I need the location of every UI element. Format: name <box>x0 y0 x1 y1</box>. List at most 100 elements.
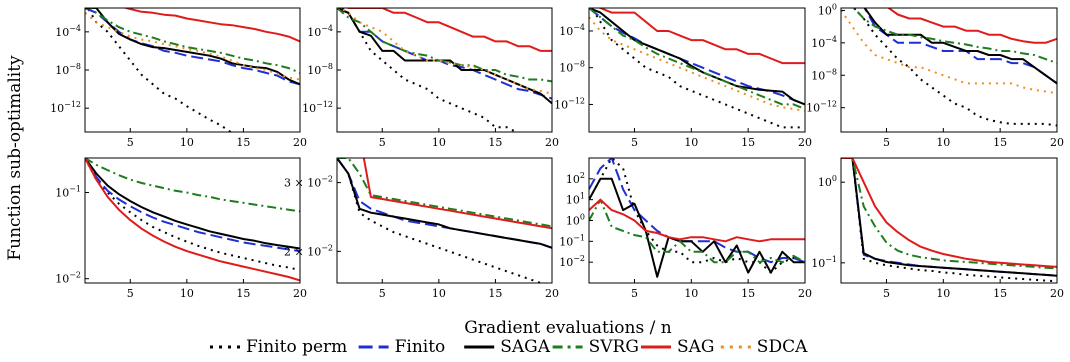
x-tick-label: 20 <box>1050 287 1064 300</box>
x-tick-label: 5 <box>379 287 386 300</box>
axes-frame <box>84 157 301 284</box>
x-tick-label: 5 <box>379 136 386 149</box>
y-tick-label: 100 <box>818 2 837 17</box>
y-tick-label: 100 <box>566 213 585 228</box>
x-tick-label: 10 <box>432 287 446 300</box>
series-line-sag <box>122 8 300 43</box>
x-tick-label: 5 <box>127 287 134 300</box>
x-tick-label: 5 <box>631 136 638 149</box>
series-group <box>337 158 552 283</box>
series-line-sag <box>887 8 1057 44</box>
subplot-1: 5 10 15 20 10−4 10−8 10−12 <box>50 7 307 149</box>
x-tick-label: 20 <box>545 136 559 149</box>
legend-label: SAGA <box>500 337 551 357</box>
y-tick-label: 100 <box>818 174 837 189</box>
y-tick-label: 10−1 <box>55 184 81 199</box>
series-line-finito <box>589 158 805 264</box>
series-group <box>85 158 300 282</box>
axes-frame <box>336 157 553 284</box>
series-line-finito <box>337 8 552 100</box>
y-tick-label: 10−12 <box>50 100 81 115</box>
subplot-6: 5 10 15 20 3 × 10−2 2 × 10−2 <box>284 157 559 300</box>
series-line-svrg <box>89 8 300 74</box>
series-group <box>589 158 805 278</box>
x-tick-label: 15 <box>488 287 502 300</box>
series-line-finito-perm <box>589 158 805 274</box>
axes-frame <box>840 157 1058 284</box>
y-tick-label: 10−1 <box>811 255 837 270</box>
x-tick-label: 10 <box>936 287 950 300</box>
series-line-sdca <box>338 8 552 95</box>
y-tick-label: 3 × 10−2 <box>284 175 333 190</box>
subplot-8: 5 10 15 20 100 10−1 <box>811 157 1064 300</box>
series-line-saga <box>841 158 1057 277</box>
x-tick-label: 5 <box>883 136 890 149</box>
series-line-svrg <box>85 158 300 213</box>
legend: Finito perm Finito SAGA SVRG SAG SDCA <box>210 337 808 357</box>
series-line-svrg <box>589 198 805 264</box>
legend-label: SAG <box>677 337 715 357</box>
subplot-4: 5 10 15 20 100 10−4 10−8 10−12 <box>806 2 1064 149</box>
series-line-sag <box>85 158 300 282</box>
y-tick-label: 10−8 <box>55 62 81 77</box>
x-tick-label: 20 <box>798 136 812 149</box>
legend-item-svrg: SVRG <box>552 337 639 357</box>
y-axis-title: Function sub-optimality <box>5 55 25 261</box>
subplot-7: 5 10 15 20 102 101 100 10−1 10−2 <box>559 157 812 300</box>
x-tick-label: 20 <box>293 136 307 149</box>
x-tick-label: 15 <box>488 136 502 149</box>
y-tick-label: 10−2 <box>559 254 585 269</box>
subplot-5: 5 10 15 20 10−1 10−2 <box>55 157 307 300</box>
x-tick-label: 10 <box>936 136 950 149</box>
x-tick-label: 10 <box>180 287 194 300</box>
legend-item-finito: Finito <box>358 337 446 357</box>
y-tick-label: 10−4 <box>55 24 81 39</box>
series-group <box>841 158 1057 283</box>
series-line-saga <box>589 177 805 278</box>
x-tick-label: 10 <box>180 136 194 149</box>
series-line-sag <box>345 8 552 52</box>
y-tick-label: 10−4 <box>307 24 333 39</box>
y-tick-label: 2 × 10−2 <box>284 243 333 258</box>
series-line-saga <box>863 8 1057 85</box>
series-line-finito-perm <box>341 8 552 132</box>
x-tick-label: 5 <box>127 136 134 149</box>
series-line-saga <box>85 8 300 86</box>
y-tick-label: 10−8 <box>559 60 585 75</box>
series-line-finito <box>85 8 300 86</box>
y-tick-label: 10−1 <box>559 233 585 248</box>
series-group <box>337 8 552 132</box>
legend-label: Finito perm <box>246 337 347 357</box>
series-line-sag <box>841 158 1057 268</box>
x-tick-label: 5 <box>631 287 638 300</box>
series-line-saga <box>85 158 300 250</box>
legend-item-sag: SAG <box>641 337 715 357</box>
series-line-finito-perm <box>85 158 300 272</box>
series-line-sag <box>362 158 552 230</box>
series-group <box>85 8 300 132</box>
series-group <box>841 8 1057 127</box>
legend-item-sdca: SDCA <box>720 337 808 357</box>
x-tick-label: 10 <box>684 136 698 149</box>
x-tick-label: 15 <box>993 287 1007 300</box>
series-line-svrg <box>852 8 1057 65</box>
series-line-sdca <box>85 12 300 81</box>
legend-label: SVRG <box>589 337 639 357</box>
legend-label: Finito <box>395 337 446 357</box>
y-tick-label: 10−2 <box>55 271 81 286</box>
x-tick-label: 20 <box>293 287 307 300</box>
legend-label: SDCA <box>757 337 808 357</box>
series-group <box>589 8 805 129</box>
series-line-saga <box>337 158 552 249</box>
x-tick-label: 15 <box>993 136 1007 149</box>
x-tick-label: 10 <box>684 287 698 300</box>
series-line-svrg <box>589 8 805 110</box>
series-line-sdca <box>841 9 1057 95</box>
x-tick-label: 5 <box>883 287 890 300</box>
series-line-finito-perm <box>852 8 1057 127</box>
y-tick-label: 10−4 <box>811 35 837 50</box>
series-line-sag <box>589 198 805 243</box>
y-tick-label: 101 <box>566 192 585 207</box>
